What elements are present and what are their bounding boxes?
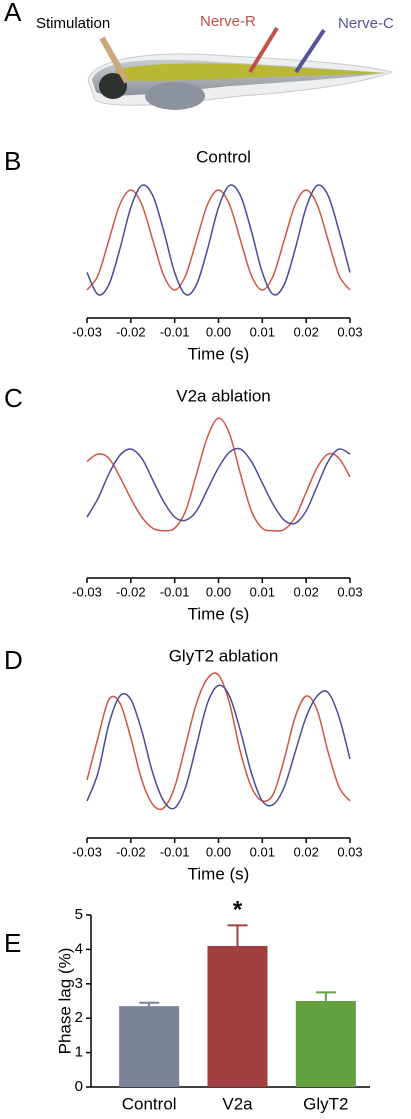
x-tick-label: -0.03 — [72, 584, 102, 599]
bar — [119, 1006, 180, 1087]
x-tick-label: -0.01 — [160, 584, 190, 599]
x-tick-label: 0.00 — [206, 844, 231, 859]
y-tick-label: 5 — [75, 906, 83, 923]
spinal-cord — [115, 63, 385, 81]
x-tick-label: 0.01 — [250, 324, 275, 339]
x-tick-label: 0.02 — [294, 584, 319, 599]
y-tick-label: 0 — [75, 1078, 83, 1095]
error-bar — [139, 1001, 160, 1007]
y-tick-label: 1 — [75, 1044, 83, 1061]
x-tick-label: 0.02 — [294, 844, 319, 859]
eye — [99, 73, 127, 99]
stim-electrode — [99, 36, 130, 84]
x-tick-label: 0.01 — [250, 844, 275, 859]
x-tick-label: 0.03 — [337, 324, 362, 339]
x-tick-label: -0.03 — [72, 844, 102, 859]
y-tick-label: 4 — [75, 940, 83, 957]
x-axis-title: Time (s) — [188, 864, 250, 883]
x-tick-label: 0.00 — [206, 584, 231, 599]
x-tick-label: 0.02 — [294, 324, 319, 339]
electrode-r — [248, 26, 279, 74]
x-tick-label: -0.03 — [72, 324, 102, 339]
panel-letter: A — [4, 0, 22, 27]
chart-title: Control — [196, 147, 251, 166]
panel-letter: B — [4, 146, 21, 176]
label: Stimulation — [36, 15, 110, 32]
x-tick-label: -0.01 — [160, 844, 190, 859]
x-tick-label: 0.03 — [337, 584, 362, 599]
panel-letter: C — [4, 383, 23, 413]
x-tick-label: 0.01 — [250, 584, 275, 599]
y-axis-title: Phase lag (%) — [55, 948, 74, 1055]
chart-title: V2a ablation — [176, 386, 271, 405]
chart-title: GlyT2 ablation — [169, 646, 279, 665]
line-series — [86, 189, 351, 291]
x-axis-title: Time (s) — [188, 344, 250, 363]
x-tick-label: 0.03 — [337, 844, 362, 859]
x-tick-label: -0.02 — [116, 324, 146, 339]
electrode-c — [294, 28, 326, 74]
y-tick-label: 2 — [75, 1009, 83, 1026]
line-series — [86, 417, 351, 532]
line-series — [86, 684, 351, 810]
panel-a: A Stimulation Nerve-R Nerve-C — [4, 0, 394, 110]
panel-letter: E — [4, 928, 21, 958]
panel-letter: D — [4, 645, 23, 675]
label: Nerve-C — [338, 15, 394, 32]
line-series — [86, 672, 351, 811]
line-series — [86, 447, 351, 525]
annotation: * — [233, 897, 243, 924]
x-tick-label: 0.00 — [206, 324, 231, 339]
x-tick-label: -0.02 — [116, 584, 146, 599]
x-tick-label: -0.02 — [116, 844, 146, 859]
x-tick-label: V2a — [222, 1094, 253, 1113]
error-bar — [315, 991, 336, 1001]
x-tick-label: GlyT2 — [303, 1094, 348, 1113]
y-tick-label: 3 — [75, 975, 83, 992]
line-series — [86, 184, 351, 296]
bar — [295, 1001, 356, 1087]
x-tick-label: Control — [122, 1094, 177, 1113]
bar — [207, 945, 268, 1087]
yolk — [145, 82, 205, 110]
x-tick-label: -0.01 — [160, 324, 190, 339]
label: Nerve-R — [200, 13, 256, 30]
error-bar — [227, 924, 248, 946]
x-axis-title: Time (s) — [188, 604, 250, 623]
